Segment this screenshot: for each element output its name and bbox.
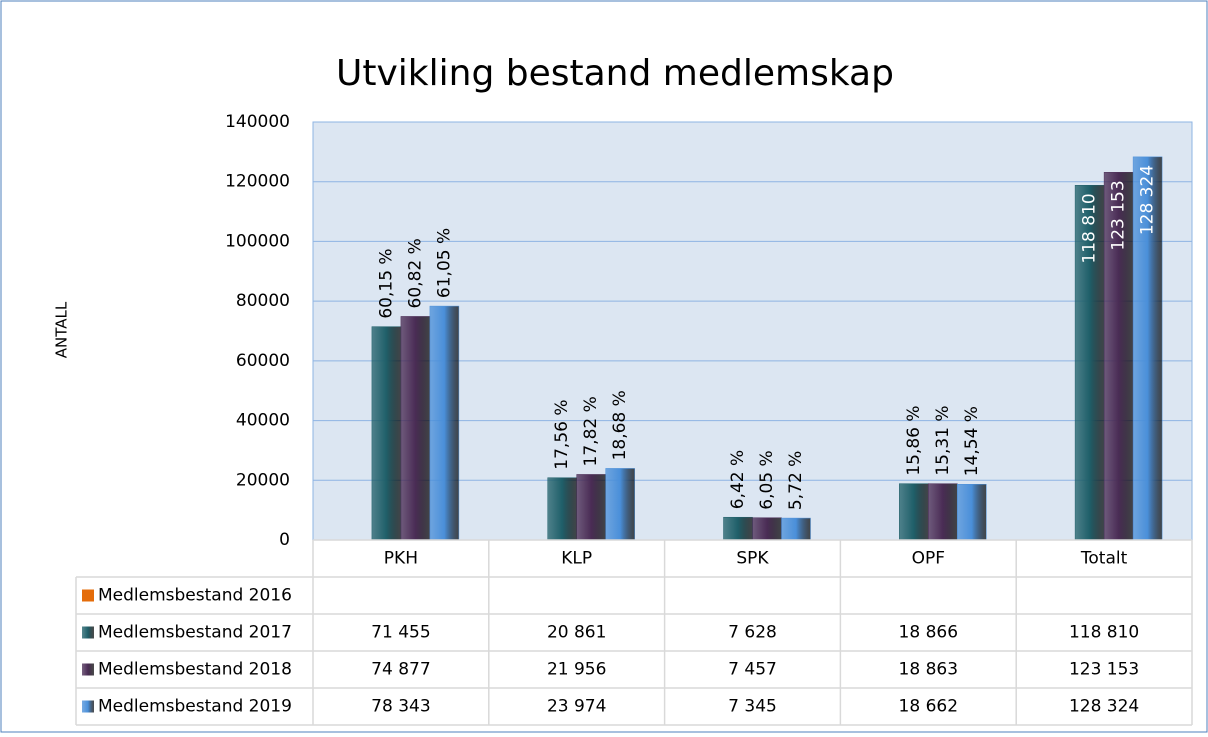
data-label: 15,31 % [933, 405, 953, 475]
bar [576, 474, 606, 541]
bar [605, 468, 635, 541]
y-tick-label: 100000 [225, 231, 290, 251]
data-label: 128 324 [1138, 165, 1158, 235]
x-tick-label: Totalt [1080, 549, 1128, 569]
data-label: 17,56 % [552, 399, 572, 469]
table-value: 118 810 [1069, 623, 1139, 643]
data-label: 15,86 % [904, 405, 924, 475]
data-label: 14,54 % [962, 406, 982, 476]
table-value: 18 863 [899, 660, 958, 680]
table-value: 18 662 [899, 697, 958, 717]
bar [957, 484, 987, 541]
bar [781, 517, 811, 541]
data-label: 61,05 % [434, 228, 454, 298]
legend-swatch [82, 700, 94, 713]
table-value: 123 153 [1069, 660, 1139, 680]
legend-swatch [82, 589, 94, 602]
legend-swatch [82, 663, 94, 676]
legend-swatch [82, 626, 94, 639]
y-tick-label: 20000 [236, 470, 290, 490]
x-tick-label: PKH [384, 549, 418, 569]
table-value: 78 343 [371, 697, 430, 717]
data-label: 5,72 % [786, 451, 806, 510]
table-value: 20 861 [547, 623, 606, 643]
y-tick-label: 40000 [236, 411, 290, 431]
legend-label: Medlemsbestand 2016 [98, 586, 292, 606]
table-value: 7 457 [728, 660, 777, 680]
data-label: 123 153 [1109, 180, 1129, 250]
data-label: 6,42 % [728, 450, 748, 509]
table-value: 21 956 [547, 660, 606, 680]
bar [547, 477, 577, 541]
table-value: 7 345 [728, 697, 777, 717]
bar [1132, 156, 1163, 541]
y-tick-label: 140000 [225, 112, 290, 132]
table-value: 71 455 [371, 623, 430, 643]
y-tick-label: 120000 [225, 172, 290, 192]
data-label: 18,68 % [610, 390, 630, 460]
bar [928, 483, 958, 541]
x-tick-label: OPF [912, 549, 945, 569]
data-label: 118 810 [1080, 193, 1100, 263]
legend-label: Medlemsbestand 2019 [98, 697, 292, 717]
bar [429, 305, 460, 541]
data-label: 17,82 % [581, 396, 601, 466]
y-axis-label: ANTALL [53, 301, 71, 358]
x-tick-label: KLP [561, 549, 592, 569]
bar [899, 483, 929, 541]
plot-area [312, 121, 1193, 541]
data-label: 60,15 % [376, 248, 396, 318]
y-tick-label: 0 [279, 530, 290, 550]
table-value: 23 974 [547, 697, 606, 717]
chart-title: Utvikling bestand medlemskap [336, 53, 894, 94]
bar [752, 517, 782, 541]
x-tick-label: SPK [736, 549, 769, 569]
bar [371, 326, 402, 541]
legend-label: Medlemsbestand 2017 [98, 623, 292, 643]
table-value: 7 628 [728, 623, 777, 643]
data-label: 60,82 % [405, 238, 425, 308]
y-tick-label: 80000 [236, 291, 290, 311]
bar [723, 516, 753, 541]
y-tick-label: 60000 [236, 351, 290, 371]
table-value: 128 324 [1069, 697, 1139, 717]
table-value: 74 877 [371, 660, 430, 680]
bar [400, 316, 431, 541]
bar [1074, 185, 1105, 541]
data-label: 6,05 % [757, 450, 777, 509]
legend-label: Medlemsbestand 2018 [98, 660, 292, 680]
table-value: 18 866 [899, 623, 958, 643]
